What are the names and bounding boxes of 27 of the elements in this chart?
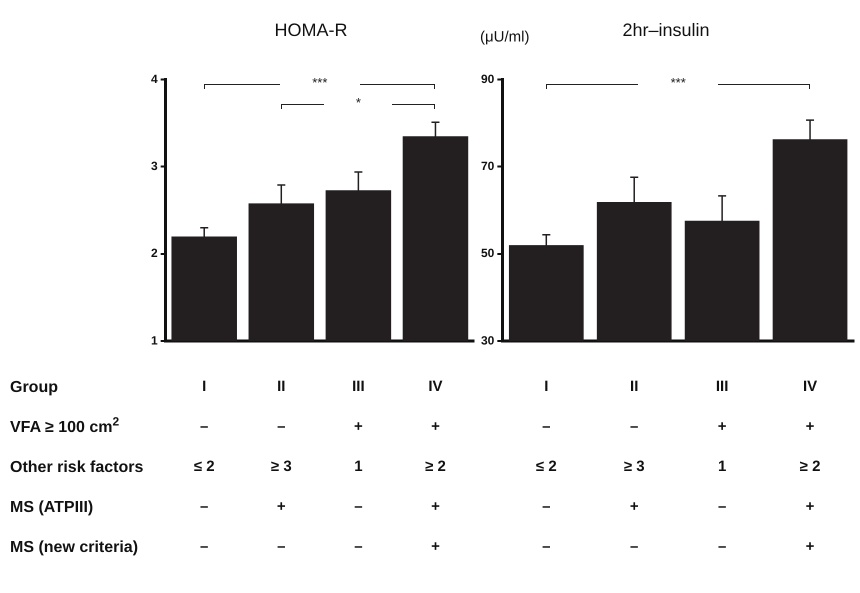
- text: MS (new criteria): [10, 538, 140, 558]
- annotation: ***: [670, 75, 686, 90]
- text: Group: [10, 378, 59, 398]
- y-tick-label: 3: [150, 159, 158, 174]
- category-label: I – ≤ 2 – –: [536, 378, 557, 556]
- category-label: II – ≥ 3 + –: [270, 378, 292, 556]
- category-label: IV + ≥ 2 + +: [800, 378, 820, 556]
- category-label: I – ≤ 2 – –: [194, 378, 215, 556]
- annotation: *: [356, 95, 361, 110]
- y-tick-label: 30: [480, 333, 495, 348]
- text: VFA ≥ 100 cm$^{2}$: [10, 414, 120, 438]
- chart-title: HOMA-R: [274, 20, 348, 40]
- chart-title: 2hr–insulin: [622, 20, 710, 40]
- annotation: ***: [312, 75, 328, 90]
- text: MS (ATPIII): [10, 498, 94, 518]
- category-label: IV + ≥ 2 + +: [425, 378, 446, 556]
- y-axis-title: (μU/ml): [480, 28, 530, 46]
- text: Other risk factors: [10, 458, 144, 478]
- category-label: III + 1 – –: [352, 378, 365, 556]
- y-tick-label: 90: [480, 72, 495, 86]
- y-tick-label: 4: [150, 72, 158, 86]
- category-label: II – ≥ 3 + –: [624, 378, 645, 556]
- y-tick-label: 50: [480, 246, 495, 260]
- category-label: III + 1 – –: [716, 378, 728, 556]
- y-tick-label: 70: [480, 159, 495, 174]
- y-tick-label: 2: [150, 246, 158, 260]
- y-tick-label: 1: [150, 333, 158, 348]
